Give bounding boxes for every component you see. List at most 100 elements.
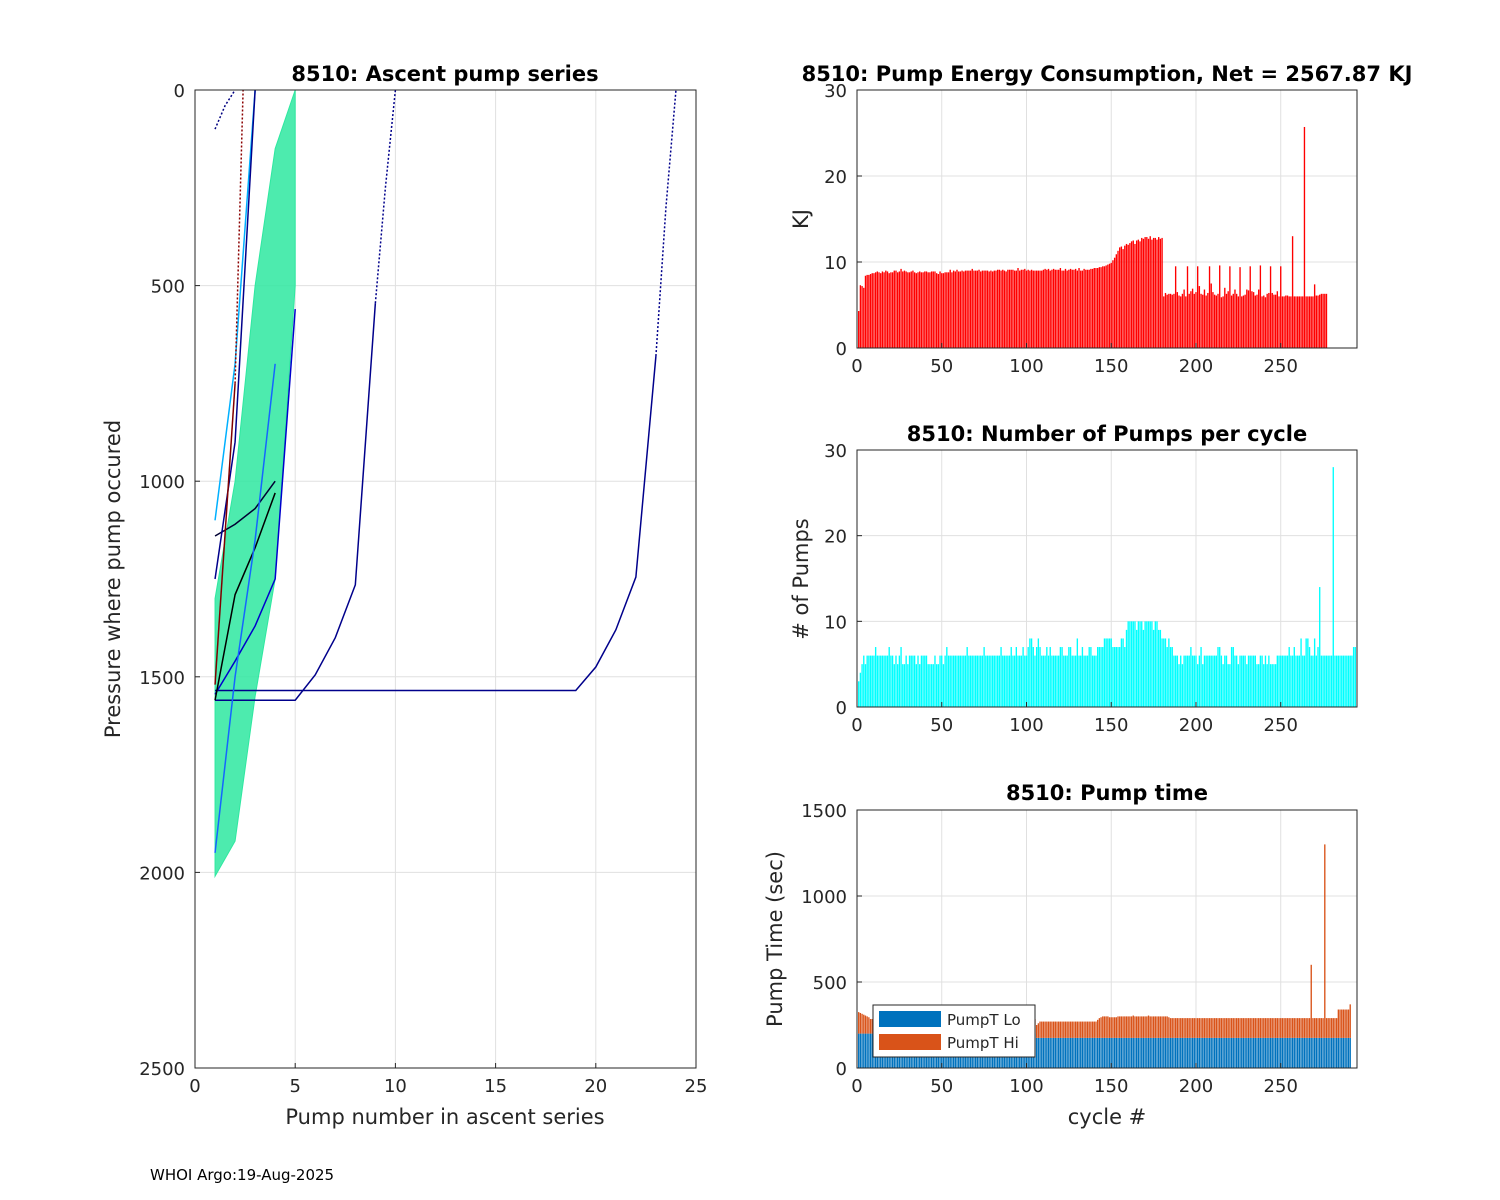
bar xyxy=(942,664,945,707)
bar-hi xyxy=(1254,1018,1256,1038)
bar xyxy=(1019,270,1021,348)
bar-hi xyxy=(1268,1018,1270,1038)
bar xyxy=(1029,638,1031,707)
bar-lo xyxy=(1347,1037,1350,1068)
bar xyxy=(886,655,889,707)
energy-panel: 0 50 100 150 200 250 0 10 20 30 8510: Pump Energ… xyxy=(789,62,1412,377)
bar-hi xyxy=(1124,1016,1126,1038)
y-tick-label: 0 xyxy=(836,339,847,360)
bar xyxy=(1086,655,1089,707)
legend-swatch-lo xyxy=(879,1011,941,1027)
bar xyxy=(1020,269,1023,348)
bar-hi xyxy=(859,1012,862,1034)
x-tick-label: 10 xyxy=(384,1076,407,1097)
bar xyxy=(1268,292,1270,348)
bar-hi xyxy=(1161,1016,1163,1038)
bar xyxy=(1080,655,1082,707)
bar-lo xyxy=(1325,1037,1328,1068)
bar xyxy=(1122,249,1124,348)
bar-hi xyxy=(1174,1018,1177,1038)
bar xyxy=(1197,664,1199,707)
bar xyxy=(1315,655,1317,707)
bar xyxy=(878,655,880,707)
y-tick-label: 30 xyxy=(824,441,847,462)
bar xyxy=(954,655,956,707)
bar-hi xyxy=(1144,1016,1146,1038)
bar-lo xyxy=(1169,1037,1172,1068)
bar xyxy=(1102,266,1104,348)
bar xyxy=(1039,647,1041,707)
bar-hi xyxy=(1173,1018,1175,1038)
bar xyxy=(886,271,889,348)
bar xyxy=(1030,638,1033,707)
bar xyxy=(1117,647,1119,707)
bar xyxy=(1115,647,1117,707)
bar-hi xyxy=(1137,1016,1140,1038)
bar xyxy=(1237,664,1240,707)
bar-hi xyxy=(1154,1016,1156,1038)
bar xyxy=(1035,270,1038,348)
bar xyxy=(1293,296,1295,348)
bar-lo xyxy=(1225,1037,1228,1068)
bar xyxy=(969,270,972,348)
bar xyxy=(1190,291,1192,348)
bar-lo xyxy=(1061,1037,1063,1068)
bar xyxy=(1012,655,1014,707)
bar xyxy=(1273,294,1275,348)
bar-hi xyxy=(1329,1018,1331,1038)
pumps-bars xyxy=(858,467,1356,707)
bar-lo xyxy=(1054,1037,1056,1068)
bar xyxy=(1091,655,1094,707)
bar xyxy=(1158,629,1160,707)
bar-hi xyxy=(1139,1016,1141,1038)
bar xyxy=(1146,621,1148,707)
bar xyxy=(897,664,899,707)
bar-lo xyxy=(1119,1037,1121,1068)
bar xyxy=(1000,647,1002,707)
bar xyxy=(1156,621,1158,707)
bar xyxy=(1147,621,1150,707)
y-tick-label: 1000 xyxy=(139,472,185,493)
bar-lo xyxy=(1330,1037,1333,1068)
bar xyxy=(1141,621,1143,707)
x-tick-label: 200 xyxy=(1179,356,1213,377)
bar-hi xyxy=(1081,1021,1084,1038)
bar xyxy=(941,655,943,707)
bar xyxy=(1024,655,1026,707)
bar xyxy=(1242,655,1245,707)
ascent-ylabel: Pressure where pump occured xyxy=(101,420,125,738)
footer-credit: WHOI Argo:19-Aug-2025 xyxy=(150,1166,335,1184)
bar-lo xyxy=(1185,1037,1187,1068)
bar xyxy=(1061,270,1063,348)
bar xyxy=(1105,265,1107,348)
bar xyxy=(1173,655,1175,707)
bar xyxy=(874,272,877,348)
bar xyxy=(949,269,951,348)
bar xyxy=(1051,655,1053,707)
bar xyxy=(941,273,943,348)
bar-lo xyxy=(1320,1037,1323,1068)
bar xyxy=(976,655,979,707)
bar xyxy=(983,270,985,348)
pumptime-y-ticks: 0 500 1000 1500 xyxy=(801,801,862,1080)
bar-lo xyxy=(1285,1037,1287,1068)
bar-hi xyxy=(1127,1016,1129,1038)
bar-hi xyxy=(1100,1017,1102,1038)
bar xyxy=(947,655,950,707)
bar-hi xyxy=(1103,1016,1106,1038)
bar xyxy=(1000,270,1002,348)
bar-lo xyxy=(1068,1037,1070,1068)
bar-lo xyxy=(1074,1037,1077,1068)
bar-lo xyxy=(1349,1037,1351,1068)
bar xyxy=(883,272,885,348)
x-tick-label: 50 xyxy=(930,715,953,736)
bar xyxy=(868,274,870,348)
bar xyxy=(1203,655,1206,707)
y-tick-label: 10 xyxy=(824,253,847,274)
bar xyxy=(1286,655,1289,707)
bar-lo xyxy=(1064,1037,1067,1068)
bar xyxy=(1168,638,1170,707)
bar xyxy=(1186,655,1189,707)
bar xyxy=(973,270,975,348)
bar xyxy=(1049,270,1051,348)
